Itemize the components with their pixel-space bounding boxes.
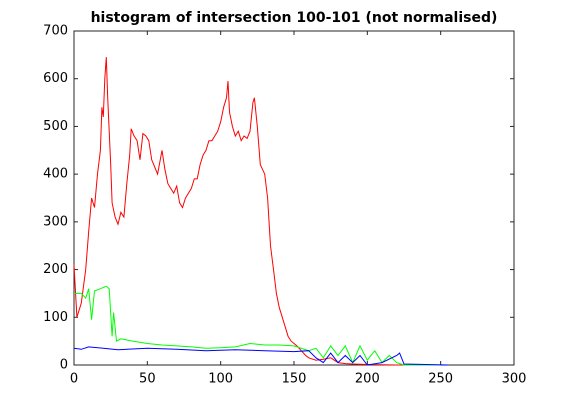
y-tick-label: 300 [43,214,68,229]
x-tick-label: 300 [502,372,527,387]
y-tick-label: 0 [60,358,68,373]
x-tick-label: 100 [208,372,233,387]
series-line [73,57,441,366]
x-tick-label: 150 [282,372,307,387]
chart-title: histogram of intersection 100-101 (not n… [91,10,498,26]
y-tick-label: 700 [43,24,68,39]
y-tick-label: 100 [43,310,68,325]
y-tick-label: 400 [43,167,68,182]
x-tick-label: 250 [428,372,453,387]
y-tick-label: 500 [43,119,68,134]
x-tick-label: 0 [70,372,78,387]
series-line [73,346,449,366]
x-tick-label: 50 [139,372,156,387]
y-tick-label: 600 [43,71,68,86]
series-line [74,285,441,366]
y-tick-label: 200 [43,262,68,277]
x-tick-label: 200 [355,372,380,387]
plot-area [73,30,515,366]
